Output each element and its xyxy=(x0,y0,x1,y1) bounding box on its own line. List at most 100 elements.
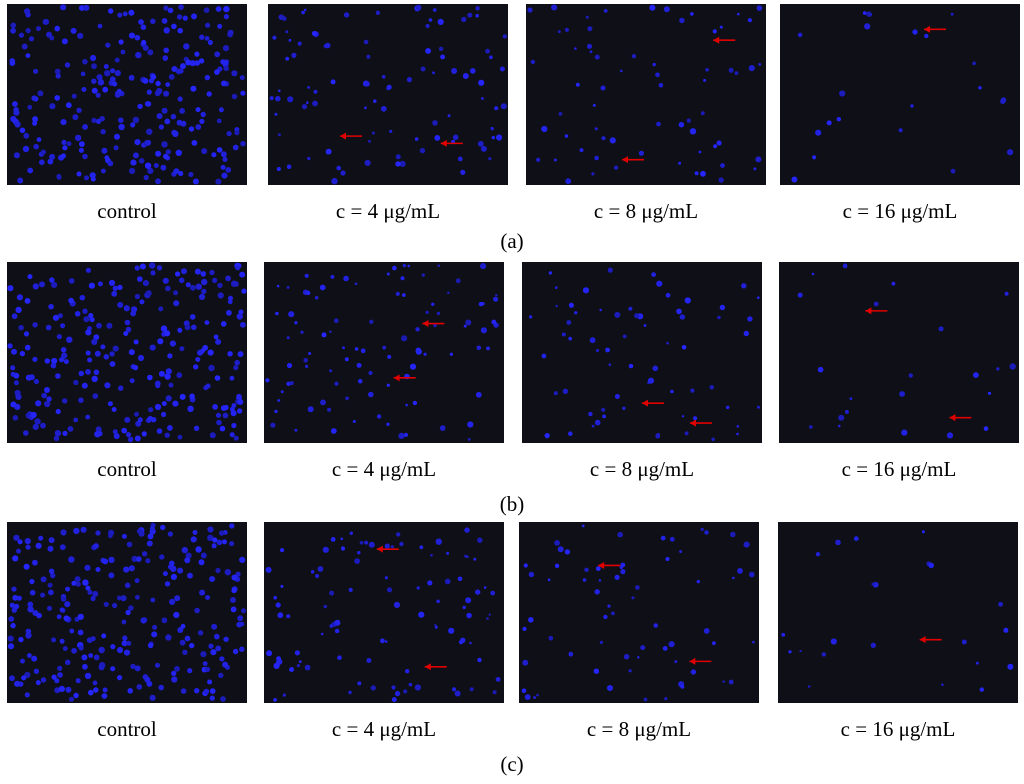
nucleus xyxy=(658,82,664,88)
nucleus xyxy=(124,416,131,423)
nucleus xyxy=(223,5,230,13)
nucleus xyxy=(237,351,244,358)
nucleus xyxy=(191,140,198,146)
nucleus xyxy=(29,578,35,585)
nucleus xyxy=(51,674,57,680)
nucleus xyxy=(156,87,163,95)
nucleus xyxy=(84,175,89,181)
nucleus xyxy=(475,6,480,11)
nucleus xyxy=(83,4,90,11)
nucleus xyxy=(231,280,238,287)
nucleus xyxy=(165,82,171,87)
nucleus xyxy=(207,349,214,356)
micrograph xyxy=(268,4,508,185)
nucleus xyxy=(178,277,185,284)
nucleus xyxy=(340,537,344,541)
nucleus xyxy=(89,317,95,323)
nucleus xyxy=(164,581,171,587)
nucleus xyxy=(684,431,689,436)
nucleus xyxy=(719,304,726,311)
nucleus xyxy=(87,357,93,363)
nucleus xyxy=(330,428,337,434)
nucleus xyxy=(696,579,700,584)
nucleus xyxy=(63,359,69,365)
nucleus xyxy=(490,590,496,596)
nucleus xyxy=(500,103,507,110)
nucleus xyxy=(51,637,57,643)
nucleus xyxy=(354,347,359,351)
nucleus xyxy=(631,596,635,600)
nucleus xyxy=(821,652,826,657)
nucleus xyxy=(712,641,716,646)
nucleus xyxy=(1007,149,1014,156)
nucleus xyxy=(366,54,371,59)
nucleus xyxy=(11,586,17,592)
nucleus xyxy=(101,168,106,174)
nucleus xyxy=(116,595,122,601)
nucleus xyxy=(165,395,172,402)
nucleus xyxy=(736,432,739,436)
nucleus xyxy=(182,15,188,21)
nucleus xyxy=(78,397,84,404)
nucleus xyxy=(308,352,312,355)
micrograph xyxy=(780,4,1020,185)
nucleus xyxy=(337,655,342,660)
nucleus xyxy=(344,357,349,362)
nucleus xyxy=(312,100,318,107)
nucleus xyxy=(176,119,183,126)
nucleus xyxy=(199,34,205,40)
nucleus xyxy=(485,48,490,54)
nucleus xyxy=(69,628,75,634)
nucleus xyxy=(71,580,77,586)
nucleus xyxy=(408,682,413,687)
nucleus xyxy=(211,152,217,158)
nucleus xyxy=(640,645,646,651)
nucleus xyxy=(91,338,98,345)
nucleus xyxy=(700,527,704,531)
nucleus xyxy=(653,623,658,628)
nucleus xyxy=(68,297,74,304)
nucleus xyxy=(375,10,381,15)
nucleus xyxy=(25,544,31,550)
nucleus xyxy=(33,668,40,674)
nucleus xyxy=(619,565,623,569)
nucleus xyxy=(117,12,123,18)
nucleus xyxy=(7,635,14,642)
nucleus xyxy=(151,631,158,638)
nucleus xyxy=(164,373,171,380)
nucleus xyxy=(235,265,241,271)
nucleus xyxy=(108,556,115,564)
nucleus xyxy=(123,566,130,573)
nucleus xyxy=(399,541,404,547)
nucleus xyxy=(73,379,79,386)
image-background xyxy=(264,522,504,703)
nucleus xyxy=(176,14,183,20)
nucleus xyxy=(475,13,480,18)
nucleus xyxy=(147,49,154,56)
nucleus xyxy=(758,63,762,66)
nucleus xyxy=(18,324,24,331)
nucleus xyxy=(457,156,463,162)
nucleus xyxy=(211,543,217,549)
nucleus xyxy=(147,642,154,649)
nucleus xyxy=(146,128,153,135)
nucleus xyxy=(62,646,68,651)
nucleus xyxy=(23,132,30,139)
nucleus xyxy=(171,676,178,683)
nucleus xyxy=(236,313,243,320)
nucleus xyxy=(139,299,145,305)
nucleus xyxy=(98,646,105,654)
nucleus xyxy=(218,672,224,679)
nucleus xyxy=(393,601,401,609)
nucleus xyxy=(85,350,91,356)
nucleus xyxy=(689,128,697,135)
nucleus xyxy=(155,80,161,87)
nucleus xyxy=(681,345,687,350)
nucleus xyxy=(603,614,608,620)
nucleus xyxy=(104,382,111,389)
nucleus xyxy=(425,310,429,314)
nucleus xyxy=(830,638,837,645)
nucleus xyxy=(343,12,350,18)
nucleus xyxy=(136,684,143,690)
nucleus xyxy=(109,351,115,357)
